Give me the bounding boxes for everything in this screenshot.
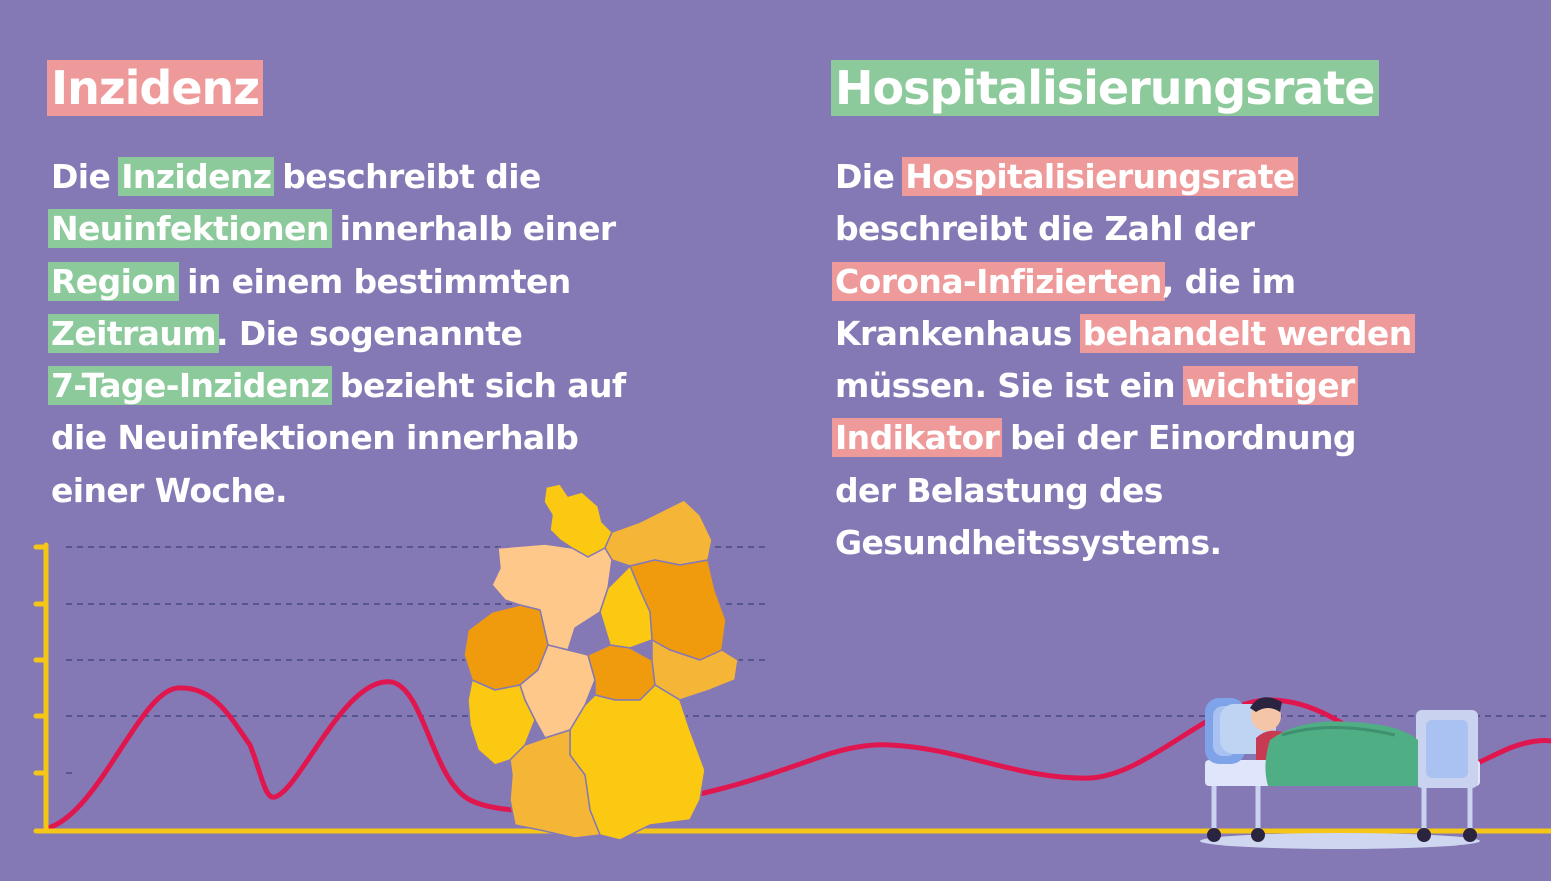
text-segment: beschreibt die Zahl der xyxy=(835,209,1255,249)
left-text-line: die Neuinfektionen innerhalb xyxy=(51,412,626,464)
left-text-line: Zeitraum. Die sogenannte xyxy=(48,308,626,360)
right-text-line: Indikator bei der Einordnung xyxy=(832,412,1412,464)
germany-map-icon xyxy=(463,483,739,841)
chart-axis xyxy=(33,542,1551,834)
title-hospitalisierungsrate: Hospitalisierungsrate xyxy=(831,60,1379,116)
highlighted-term: Hospitalisierungsrate xyxy=(902,157,1298,196)
text-segment: der Belastung des xyxy=(835,470,1163,510)
highlighted-term: wichtiger xyxy=(1182,366,1358,406)
text-segment: die Neuinfektionen innerhalb xyxy=(51,418,579,458)
right-text-line: beschreibt die Zahl der xyxy=(835,203,1412,255)
left-text-line: Die Inzidenz beschreibt die xyxy=(51,151,626,203)
text-segment: Die xyxy=(835,157,906,196)
text-segment: bezieht sich auf xyxy=(329,366,626,406)
text-segment: Gesundheitssystems. xyxy=(835,523,1222,563)
text-segment: in einem bestimmten xyxy=(176,261,571,301)
highlighted-term: Zeitraum xyxy=(48,313,220,353)
hospitalisierungsrate-description: Die Hospitalisierungsrate beschreibt die … xyxy=(832,151,1415,569)
text-segment: Krankenhaus xyxy=(835,313,1083,353)
highlighted-term: Inzidenz xyxy=(118,157,275,196)
highlighted-term: behandelt werden xyxy=(1079,313,1415,353)
right-text-line: Gesundheitssystems. xyxy=(835,517,1412,569)
text-segment: innerhalb einer xyxy=(328,209,617,249)
highlighted-term: Indikator xyxy=(832,418,1003,458)
right-text-line: Corona-Infizierten, die im xyxy=(832,256,1412,308)
highlighted-term: Neuinfektionen xyxy=(48,209,332,249)
text-segment: Die xyxy=(51,157,122,196)
right-text-line: Krankenhaus behandelt werden xyxy=(835,308,1415,360)
right-text-line: Die Hospitalisierungsrate xyxy=(835,151,1412,203)
text-segment: müssen. Sie ist ein xyxy=(835,366,1186,406)
text-segment: beschreibt die xyxy=(271,157,541,196)
text-segment: . Die sogenannte xyxy=(216,313,523,353)
highlighted-term: Corona-Infizierten xyxy=(832,261,1165,301)
right-text-line: der Belastung des xyxy=(835,465,1412,517)
text-segment: einer Woche. xyxy=(51,470,288,510)
right-text-line: müssen. Sie ist ein wichtiger xyxy=(835,360,1412,412)
title-inzidenz: Inzidenz xyxy=(47,60,264,116)
left-text-line: Neuinfektionen innerhalb einer xyxy=(48,203,626,255)
hospital-bed-icon xyxy=(1200,697,1480,849)
left-text-line: 7-Tage-Inzidenz bezieht sich auf xyxy=(48,360,626,412)
text-segment: , die im xyxy=(1161,261,1296,301)
left-text-line: einer Woche. xyxy=(51,465,626,517)
highlighted-term: 7-Tage-Inzidenz xyxy=(48,366,333,406)
inzidenz-description: Die Inzidenz beschreibt die Neuinfektione… xyxy=(48,151,626,517)
text-segment: bei der Einordnung xyxy=(999,418,1356,458)
left-text-line: Region in einem bestimmten xyxy=(48,256,626,308)
highlighted-term: Region xyxy=(48,261,180,301)
